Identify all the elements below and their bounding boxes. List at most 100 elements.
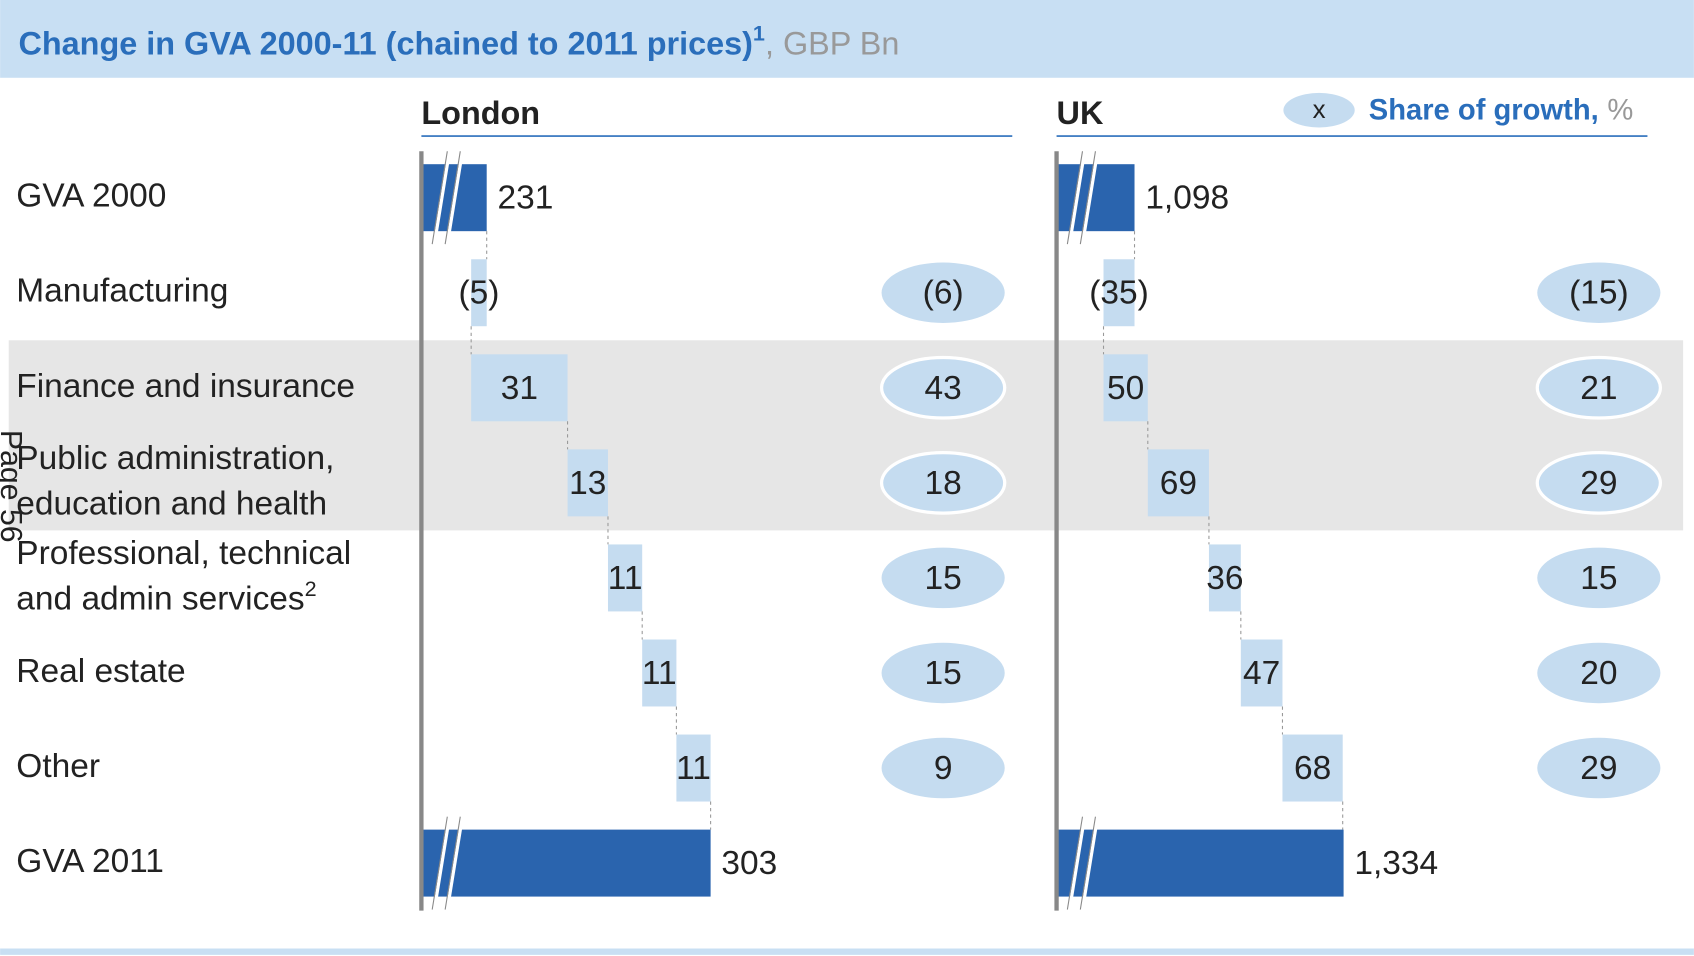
- axis-break-edge: [431, 151, 448, 245]
- axis-break: [445, 150, 465, 245]
- legend-symbol: x: [1313, 96, 1326, 124]
- category-label: GVA 2000: [16, 178, 166, 215]
- panel-title: UK: [1057, 95, 1104, 131]
- share-bubble: [1537, 737, 1661, 799]
- category-line: Manufacturing: [16, 273, 228, 310]
- share-label: 9: [934, 750, 953, 787]
- title: Change in GVA 2000-11 (chained to 2011 p…: [18, 25, 752, 61]
- category-line: education and health: [16, 485, 327, 522]
- axis-break: [1080, 816, 1100, 910]
- total-bar: [1056, 164, 1135, 232]
- category-line: Public administration,: [16, 440, 334, 477]
- category-line: Professional, technical: [16, 535, 351, 572]
- value-label: 68: [1294, 750, 1331, 787]
- category-line: Other: [16, 748, 100, 785]
- share-label: 15: [1580, 560, 1617, 597]
- value-label: 1,098: [1145, 180, 1229, 217]
- value-label: 11: [608, 560, 643, 597]
- change-bar: [1240, 639, 1283, 707]
- change-bar: [471, 354, 568, 422]
- category-label: Manufacturing: [16, 273, 228, 310]
- category-text: Professional, technical and admin service…: [16, 535, 351, 617]
- share-bubble: [1537, 547, 1661, 609]
- share-bubble: [1535, 450, 1663, 515]
- axis-break: [445, 816, 465, 910]
- axis-break-edge: [1079, 151, 1096, 245]
- value-label: 31: [501, 370, 538, 407]
- axis-break-edge: [1079, 816, 1096, 910]
- change-bar: [1282, 734, 1343, 802]
- value-label: 1,334: [1354, 845, 1438, 882]
- value-label: 11: [642, 655, 677, 692]
- title-note: 1: [753, 20, 765, 45]
- axis-break-edge: [1066, 816, 1084, 910]
- header-band: [0, 0, 1694, 78]
- share-label: 20: [1580, 655, 1617, 692]
- change-bar: [607, 544, 643, 612]
- value-label: 231: [498, 180, 554, 217]
- share-bubble: [881, 642, 1005, 704]
- share-label: (6): [923, 275, 964, 312]
- category-label: Professional, technical and admin service…: [16, 535, 351, 617]
- share-bubble: [881, 547, 1005, 609]
- axis-break-edge: [444, 151, 461, 245]
- panel-title: London: [421, 95, 540, 131]
- axis-break-edge: [444, 816, 461, 910]
- value-label: 50: [1107, 370, 1144, 407]
- category-text: GVA 2011: [16, 843, 164, 880]
- value-label: 11: [676, 750, 711, 787]
- value-label: 36: [1206, 560, 1243, 597]
- total-bar: [421, 829, 711, 897]
- change-bar: [676, 734, 711, 802]
- axis-break: [432, 150, 452, 245]
- share-bubble: [1537, 642, 1661, 704]
- share-label: 15: [925, 560, 962, 597]
- category-line: GVA 2000: [16, 178, 166, 215]
- category-line: Finance and insurance: [16, 368, 355, 405]
- category-text: Manufacturing: [16, 273, 228, 310]
- share-label: 15: [925, 655, 962, 692]
- share-label: 29: [1580, 465, 1617, 502]
- change-bar: [1103, 259, 1135, 327]
- change-bar: [1208, 544, 1241, 612]
- category-text: Real estate: [16, 653, 185, 690]
- category-label: Finance and insurance: [16, 368, 355, 405]
- share-label: 21: [1580, 370, 1617, 407]
- axis-break-edge: [1066, 151, 1084, 245]
- change-bar: [1103, 354, 1148, 422]
- total-bar: [1056, 829, 1344, 897]
- category-line: and admin services: [16, 580, 304, 617]
- category-note: 2: [305, 576, 317, 601]
- value-label: 303: [721, 845, 777, 882]
- category-line: GVA 2011: [16, 843, 164, 880]
- title-line: Change in GVA 2000-11 (chained to 2011 p…: [18, 20, 899, 61]
- category-label: Other: [16, 748, 100, 785]
- value-label: 47: [1243, 655, 1280, 692]
- value-label: (35): [1089, 275, 1149, 312]
- legend-symbol-bg: [1283, 92, 1355, 128]
- change-bar: [567, 449, 608, 517]
- share-bubble: [881, 737, 1005, 799]
- share-label: 18: [925, 465, 962, 502]
- change-bar: [471, 259, 487, 327]
- value-label: 13: [569, 465, 606, 502]
- value-label: 69: [1160, 465, 1197, 502]
- share-bubble: [879, 355, 1007, 420]
- share-label: (15): [1569, 275, 1629, 312]
- share-bubble: [1535, 355, 1663, 420]
- legend-label: Share of growth,: [1369, 94, 1599, 126]
- category-line: Real estate: [16, 653, 185, 690]
- category-text: GVA 2000: [16, 178, 166, 215]
- share-bubble: [1537, 262, 1661, 323]
- page-label: Page 56: [0, 430, 27, 543]
- category-text: Other: [16, 748, 100, 785]
- share-bubble: [881, 262, 1005, 323]
- category-text: Public administration, education and heal…: [16, 440, 334, 522]
- share-bubble: [879, 450, 1007, 515]
- axis-break-edge: [431, 816, 448, 910]
- highlight-band: [8, 340, 1684, 531]
- category-label: Real estate: [16, 653, 185, 690]
- axis-break: [1067, 150, 1087, 245]
- units: , GBP Bn: [765, 25, 899, 61]
